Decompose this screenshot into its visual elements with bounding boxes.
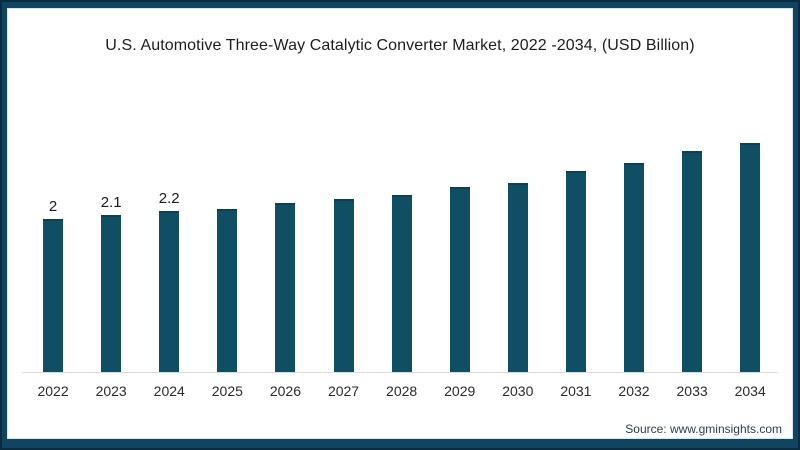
bar [217,209,238,372]
x-tick-label: 2032 [618,383,650,399]
x-tick-label: 2022 [37,383,69,399]
x-tick-label: 2025 [211,383,243,399]
x-tick-label: 2031 [560,383,592,399]
bar [333,199,354,372]
bar-column: 2 2022 [24,138,82,399]
bar [565,171,586,372]
x-tick-label: 2033 [676,383,708,399]
bar-column: 2028 [373,138,431,399]
bar-column: 2027 [314,138,372,399]
bar [43,219,64,372]
chart-canvas: U.S. Automotive Three-Way Catalytic Conv… [8,9,792,438]
bar-column: 2033 [663,138,721,399]
x-tick-label: 2023 [95,383,127,399]
bar-value-label: 2 [48,198,58,215]
bar-column: 2030 [489,138,547,399]
x-tick-label: 2024 [153,383,185,399]
x-tick-label: 2034 [734,383,766,399]
bar-value-label: 2.1 [100,194,122,211]
bar-column: 2032 [605,138,663,399]
bar-column: 2.1 2023 [82,138,140,399]
chart-title: U.S. Automotive Three-Way Catalytic Conv… [105,37,695,54]
bar [682,151,703,372]
bar-column: 2026 [256,138,314,399]
x-tick-label: 2026 [269,383,301,399]
x-tick-label: 2030 [502,383,534,399]
bar-value-label: 2.2 [158,190,180,207]
source-attribution: Source: www.gminsights.com [625,422,782,436]
bar [159,211,180,372]
bar [740,143,761,372]
x-tick-label: 2027 [327,383,360,399]
bar-column: 2.2 2024 [140,138,198,399]
bar [391,195,412,372]
bar-column: 2029 [431,138,489,399]
x-axis-line [22,372,778,373]
bar-series: 2 2022 2.1 2023 2.2 2024 2025 2026 2027 … [24,138,779,399]
bar [623,163,644,372]
bar-column: 2025 [198,138,256,399]
x-tick-label: 2028 [386,383,418,399]
bar [449,187,470,372]
bar-column: 2034 [721,138,779,399]
bar [101,215,122,372]
bar-column: 2031 [547,138,605,399]
x-tick-label: 2029 [444,383,476,399]
bar [275,203,296,372]
bar [507,183,528,372]
